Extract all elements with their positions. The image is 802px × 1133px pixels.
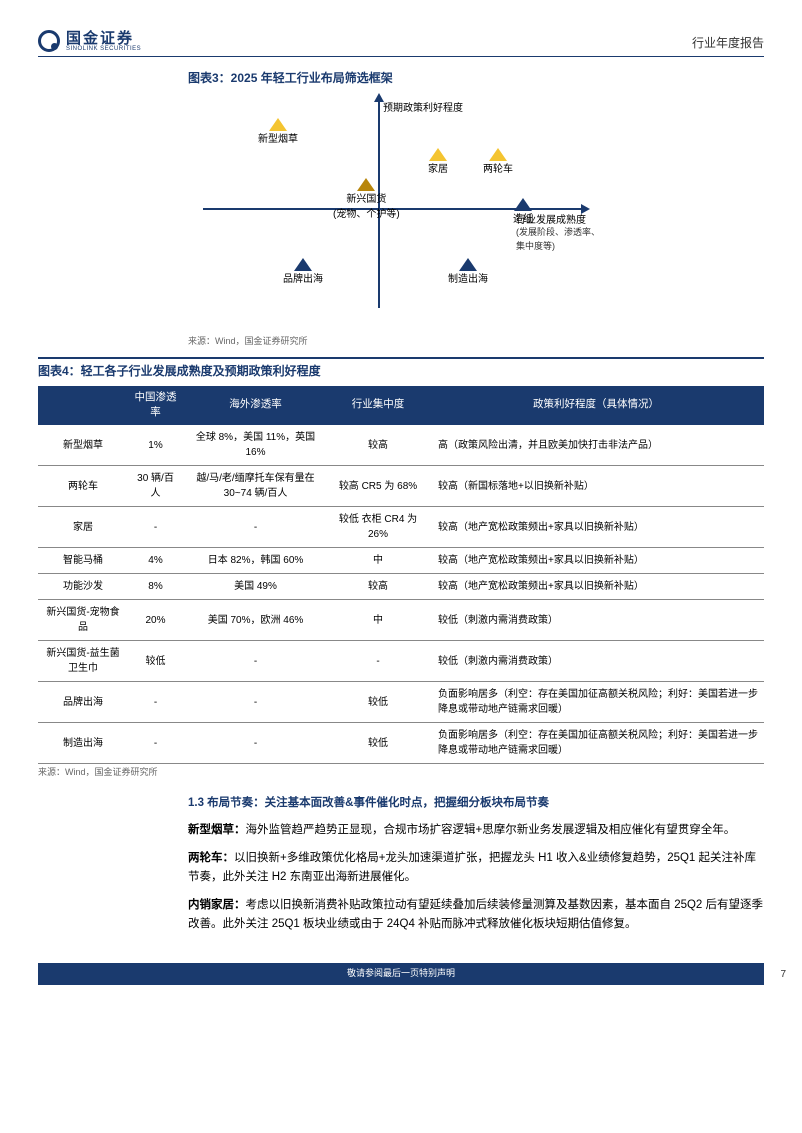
cell: 4% [128,548,183,574]
cell: 新兴国货-益生菌卫生巾 [38,641,128,682]
col-header: 行业集中度 [328,386,428,426]
cell: 高（政策风险出清，并且欧美加快打击非法产品） [428,425,764,466]
quadrant-chart: 预期政策利好程度 行业发展成熟度 (发展阶段、渗透率、集中度等) 新型烟草家居两… [188,93,608,333]
table-row: 新型烟草1%全球 8%，美国 11%，英国 16%较高高（政策风险出清，并且欧美… [38,425,764,466]
cell: 日本 82%，韩国 60% [183,548,328,574]
fig3-title: 图表3：2025 年轻工行业布局筛选框架 [188,69,764,87]
table-row: 新兴国货-宠物食品20%美国 70%，欧洲 46%中较低（刺激内需消费政策） [38,600,764,641]
fig3-source: 来源：Wind，国金证券研究所 [188,335,764,349]
logo-en: SINOLINK SECURITIES [66,46,141,52]
table-row: 两轮车30 辆/百人越/马/老/缅摩托车保有量在 30~74 辆/百人较高 CR… [38,466,764,507]
cell: 全球 8%，美国 11%，英国 16% [183,425,328,466]
cell: 中 [328,548,428,574]
cell: - [128,507,183,548]
cell: 美国 49% [183,574,328,600]
cell: 负面影响居多（利空：存在美国加征高额关税风险；利好：美国若进一步降息或带动地产链… [428,723,764,764]
cell: - [183,507,328,548]
chart-node: 新兴国货(宠物、个护等) [333,178,400,222]
cell: 较高（地产宽松政策频出+家具以旧换新补贴） [428,507,764,548]
lead: 两轮车： [188,852,234,864]
cell: 较低（刺激内需消费政策） [428,600,764,641]
para-home: 内销家居：考虑以旧换新消费补贴政策拉动有望延续叠加后续装修量测算及基数因素，基本… [188,896,764,935]
cell: 中 [328,600,428,641]
section-title: 1.3 布局节奏：关注基本面改善&事件催化时点，把握细分板块布局节奏 [188,794,764,814]
cell: 较高 CR5 为 68% [328,466,428,507]
lead: 内销家居： [188,899,246,911]
chart-node: 品牌出海 [283,258,323,287]
cell: 较高 [328,574,428,600]
cell: 1% [128,425,183,466]
table-row: 品牌出海--较低负面影响居多（利空：存在美国加征高额关税风险；利好：美国若进一步… [38,682,764,723]
chart-node: 两轮车 [483,148,513,177]
cell: 品牌出海 [38,682,128,723]
table-row: 家居--较低 衣柜 CR4 为 26%较高（地产宽松政策频出+家具以旧换新补贴） [38,507,764,548]
cell: 较低（刺激内需消费政策） [428,641,764,682]
x-axis-sublabel: (发展阶段、渗透率、集中度等) [516,226,608,253]
y-axis-label: 预期政策利好程度 [383,101,463,116]
para-bike: 两轮车：以旧换新+多维政策优化格局+龙头加速渠道扩张，把握龙头 H1 收入&业绩… [188,849,764,888]
fig4-title: 图表4：轻工各子行业发展成熟度及预期政策利好程度 [38,357,764,380]
industry-table: 中国渗透率海外渗透率行业集中度政策利好程度（具体情况） 新型烟草1%全球 8%，… [38,386,764,765]
table-row: 功能沙发8%美国 49%较高较高（地产宽松政策频出+家具以旧换新补贴） [38,574,764,600]
cell: 较高（地产宽松政策频出+家具以旧换新补贴） [428,574,764,600]
col-header: 政策利好程度（具体情况） [428,386,764,426]
cell: 功能沙发 [38,574,128,600]
cell: 新兴国货-宠物食品 [38,600,128,641]
body-text: 1.3 布局节奏：关注基本面改善&事件催化时点，把握细分板块布局节奏 新型烟草：… [188,794,764,935]
cell: 越/马/老/缅摩托车保有量在 30~74 辆/百人 [183,466,328,507]
cell: 智能马桶 [38,548,128,574]
cell: 新型烟草 [38,425,128,466]
cell: - [128,682,183,723]
cell: 美国 70%，欧洲 46% [183,600,328,641]
page-footer: 敬请参阅最后一页特别声明 [38,963,764,985]
cell: 家居 [38,507,128,548]
chart-node: 家居 [428,148,448,177]
report-type: 行业年度报告 [692,34,764,52]
table-row: 新兴国货-益生菌卫生巾较低--较低（刺激内需消费政策） [38,641,764,682]
cell: 较高 [328,425,428,466]
cell: - [128,723,183,764]
cell: 较低 [328,682,428,723]
cell: - [183,723,328,764]
text: 考虑以旧换新消费补贴政策拉动有望延续叠加后续装修量测算及基数因素，基本面自 25… [188,899,763,931]
fig4-source: 来源：Wind，国金证券研究所 [38,766,764,780]
cell: 两轮车 [38,466,128,507]
cell: 30 辆/百人 [128,466,183,507]
col-header: 海外渗透率 [183,386,328,426]
cell: - [183,682,328,723]
footer-text: 敬请参阅最后一页特别声明 [347,967,455,981]
logo-mark [38,30,60,52]
cell: 较高（新国标落地+以旧换新补贴） [428,466,764,507]
logo: 国金证券 SINOLINK SECURITIES [38,30,141,52]
cell: 负面影响居多（利空：存在美国加征高额关税风险；利好：美国若进一步降息或带动地产链… [428,682,764,723]
lead: 新型烟草： [188,824,246,836]
chart-node: 制造出海 [448,258,488,287]
cell: 较高（地产宽松政策频出+家具以旧换新补贴） [428,548,764,574]
page-number: 7 [772,964,794,985]
cell: - [183,641,328,682]
logo-cn: 国金证券 [66,31,141,46]
cell: 20% [128,600,183,641]
text: 以旧换新+多维政策优化格局+龙头加速渠道扩张，把握龙头 H1 收入&业绩修复趋势… [188,852,756,884]
col-header: 中国渗透率 [128,386,183,426]
cell: 制造出海 [38,723,128,764]
cell: - [328,641,428,682]
table-row: 智能马桶4%日本 82%，韩国 60%中较高（地产宽松政策频出+家具以旧换新补贴… [38,548,764,574]
cell: 较低 衣柜 CR4 为 26% [328,507,428,548]
page-header: 国金证券 SINOLINK SECURITIES 行业年度报告 [38,30,764,57]
chart-node: 新型烟草 [258,118,298,147]
cell: 较低 [328,723,428,764]
cell: 8% [128,574,183,600]
text: 海外监管趋严趋势正显现，合规市场扩容逻辑+思摩尔新业务发展逻辑及相应催化有望贯穿… [246,824,736,836]
chart-node: 造纸 [513,198,533,227]
col-header [38,386,128,426]
para-tobacco: 新型烟草：海外监管趋严趋势正显现，合规市场扩容逻辑+思摩尔新业务发展逻辑及相应催… [188,821,764,841]
cell: 较低 [128,641,183,682]
table-row: 制造出海--较低负面影响居多（利空：存在美国加征高额关税风险；利好：美国若进一步… [38,723,764,764]
